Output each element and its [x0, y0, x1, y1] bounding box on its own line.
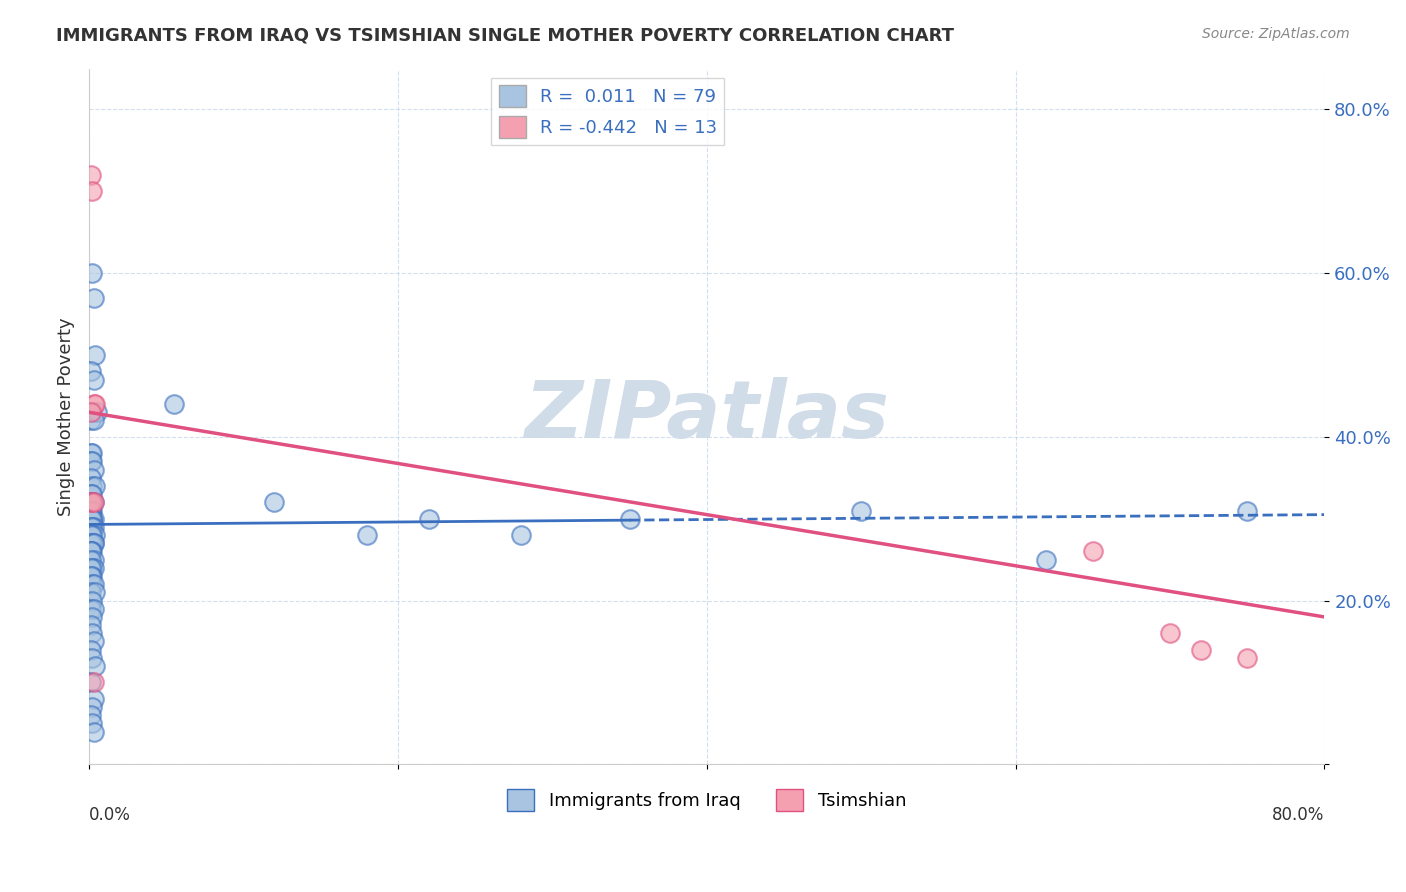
Point — [83, 724, 105, 739]
Point — [79, 708, 101, 723]
Point — [82, 626, 104, 640]
Point — [79, 503, 101, 517]
Point — [79, 569, 101, 583]
Point — [83, 552, 105, 566]
Point — [79, 544, 101, 558]
Y-axis label: Single Mother Poverty: Single Mother Poverty — [58, 317, 75, 516]
Point — [82, 610, 104, 624]
Point — [79, 520, 101, 534]
Point — [83, 413, 105, 427]
Point — [82, 593, 104, 607]
Point — [79, 675, 101, 690]
Point — [82, 184, 104, 198]
Point — [83, 561, 105, 575]
Point — [82, 512, 104, 526]
Point — [79, 512, 101, 526]
Point — [1236, 651, 1258, 665]
Point — [83, 691, 105, 706]
Point — [84, 348, 107, 362]
Point — [79, 561, 101, 575]
Point — [619, 512, 641, 526]
Text: Source: ZipAtlas.com: Source: ZipAtlas.com — [1202, 27, 1350, 41]
Point — [83, 291, 105, 305]
Point — [79, 536, 101, 550]
Point — [79, 544, 101, 558]
Point — [82, 700, 104, 714]
Point — [83, 495, 105, 509]
Point — [82, 512, 104, 526]
Point — [83, 397, 105, 411]
Point — [1159, 626, 1181, 640]
Point — [82, 495, 104, 509]
Point — [79, 512, 101, 526]
Point — [82, 577, 104, 591]
Point — [83, 462, 105, 476]
Point — [356, 528, 378, 542]
Point — [79, 618, 101, 632]
Point — [82, 544, 104, 558]
Point — [82, 454, 104, 468]
Point — [83, 601, 105, 615]
Point — [82, 266, 104, 280]
Point — [163, 397, 186, 411]
Point — [79, 471, 101, 485]
Point — [418, 512, 440, 526]
Point — [79, 454, 101, 468]
Point — [79, 642, 101, 657]
Point — [84, 659, 107, 673]
Point — [83, 520, 105, 534]
Point — [83, 577, 105, 591]
Point — [82, 479, 104, 493]
Point — [79, 487, 101, 501]
Point — [79, 446, 101, 460]
Point — [79, 495, 101, 509]
Point — [83, 634, 105, 648]
Point — [82, 569, 104, 583]
Point — [82, 561, 104, 575]
Point — [82, 503, 104, 517]
Point — [82, 651, 104, 665]
Point — [79, 168, 101, 182]
Point — [79, 364, 101, 378]
Point — [82, 716, 104, 731]
Text: 80.0%: 80.0% — [1272, 806, 1324, 824]
Point — [79, 585, 101, 599]
Point — [82, 405, 104, 419]
Point — [82, 495, 104, 509]
Point — [79, 413, 101, 427]
Point — [1035, 552, 1057, 566]
Point — [849, 503, 872, 517]
Point — [84, 397, 107, 411]
Text: IMMIGRANTS FROM IRAQ VS TSIMSHIAN SINGLE MOTHER POVERTY CORRELATION CHART: IMMIGRANTS FROM IRAQ VS TSIMSHIAN SINGLE… — [56, 27, 955, 45]
Point — [79, 503, 101, 517]
Point — [263, 495, 285, 509]
Point — [79, 552, 101, 566]
Point — [83, 495, 105, 509]
Point — [83, 536, 105, 550]
Legend: R =  0.011   N = 79, R = -0.442   N = 13: R = 0.011 N = 79, R = -0.442 N = 13 — [491, 78, 724, 145]
Point — [79, 528, 101, 542]
Point — [82, 446, 104, 460]
Point — [1081, 544, 1104, 558]
Point — [82, 487, 104, 501]
Text: 0.0%: 0.0% — [89, 806, 131, 824]
Point — [79, 601, 101, 615]
Text: ZIPatlas: ZIPatlas — [524, 377, 889, 456]
Point — [79, 495, 101, 509]
Point — [1189, 642, 1212, 657]
Point — [84, 528, 107, 542]
Point — [82, 528, 104, 542]
Point — [86, 405, 108, 419]
Point — [510, 528, 533, 542]
Point — [79, 405, 101, 419]
Point — [1236, 503, 1258, 517]
Point — [83, 373, 105, 387]
Point — [83, 512, 105, 526]
Point — [83, 675, 105, 690]
Point — [84, 585, 107, 599]
Point — [84, 479, 107, 493]
Point — [82, 520, 104, 534]
Point — [82, 536, 104, 550]
Point — [83, 536, 105, 550]
